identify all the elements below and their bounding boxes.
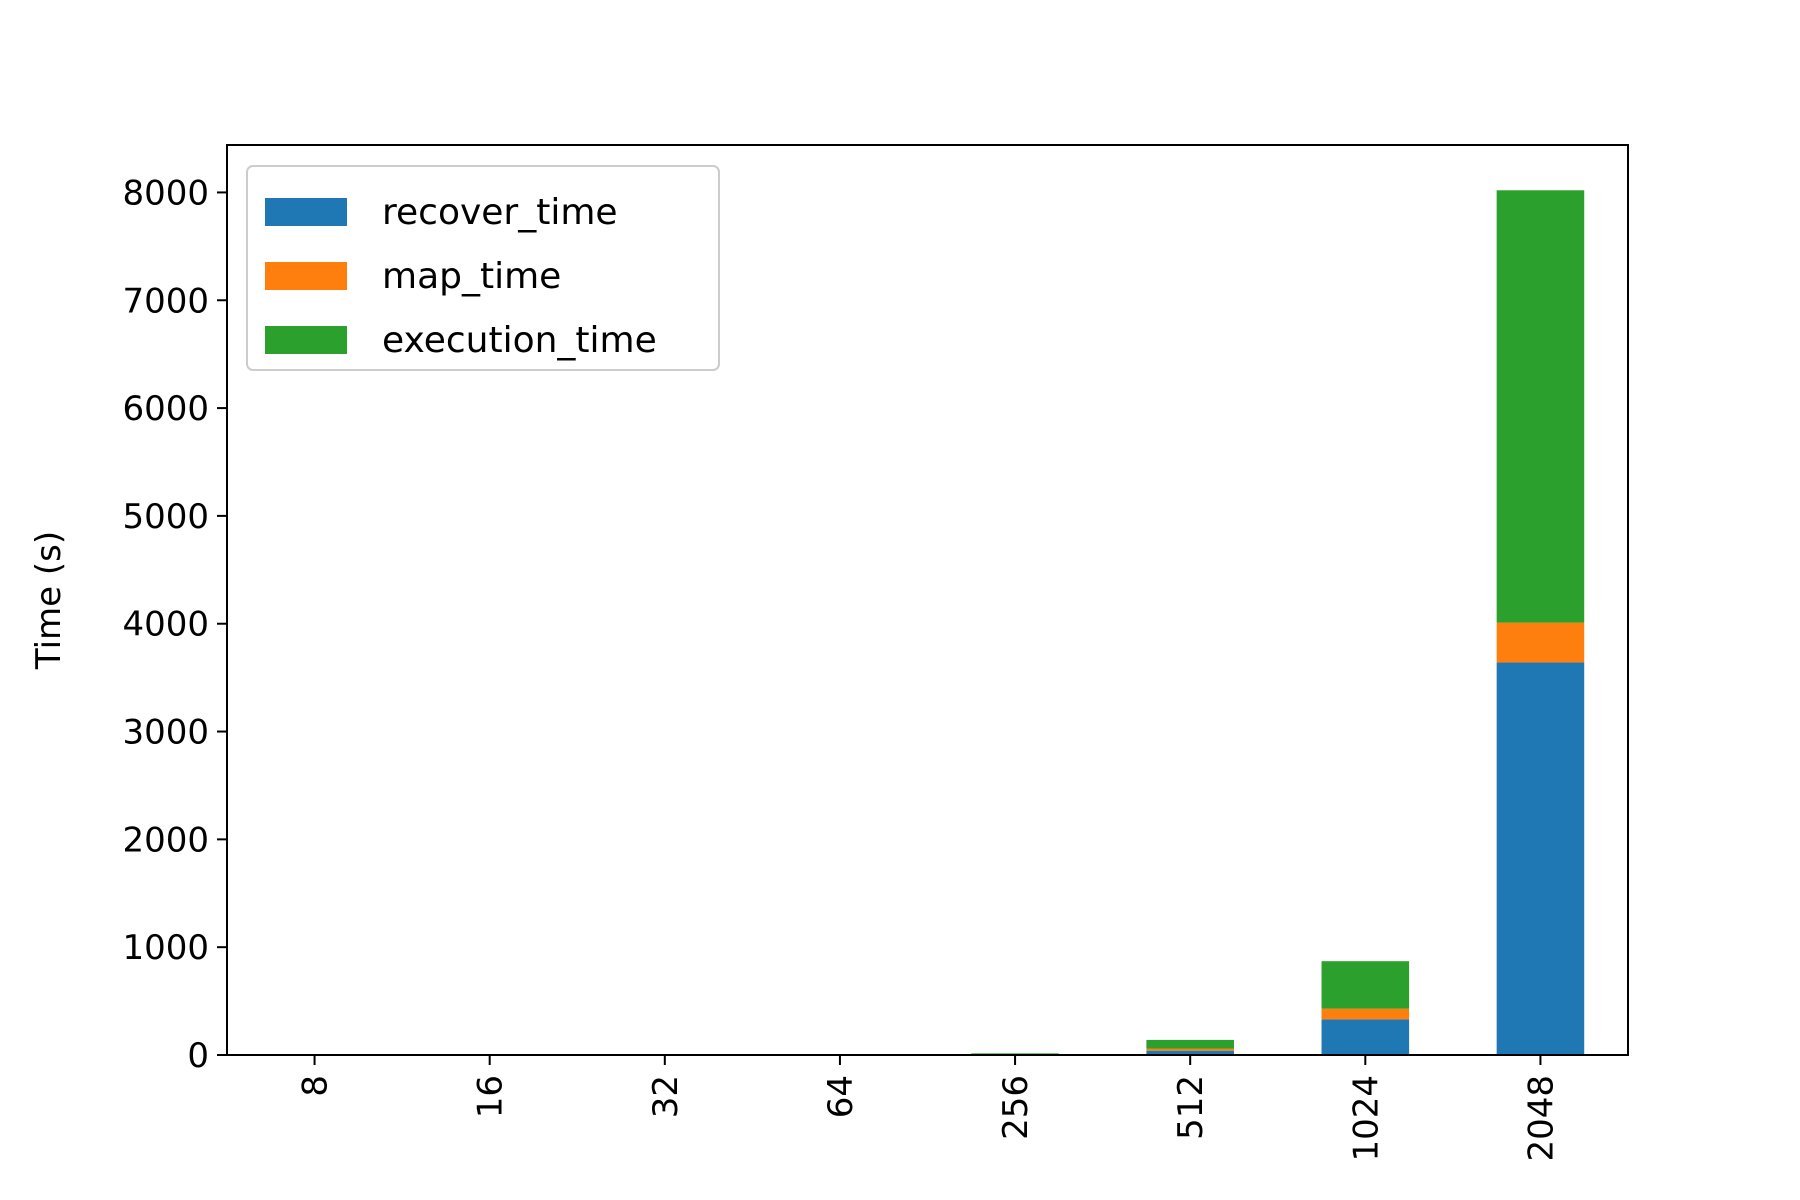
y-axis: 0 1000 2000 3000 4000 5000 6000 7000 8000: [122, 173, 227, 1076]
bar-execution-time-256: [971, 1053, 1059, 1055]
y-tick-label: 7000: [122, 281, 209, 321]
y-tick-label: 0: [187, 1036, 209, 1076]
x-axis: 8 16 32 64 256 512 1024 2048: [296, 1055, 1561, 1162]
x-tick-label: 256: [996, 1075, 1036, 1140]
y-tick-label: 2000: [122, 820, 209, 860]
bar-recover-time-2048: [1496, 662, 1585, 1055]
y-tick-label: 4000: [122, 605, 209, 645]
legend-swatch-execution-time: [265, 326, 347, 354]
x-tick-label: 16: [471, 1075, 511, 1118]
x-tick-label: 2048: [1521, 1075, 1561, 1162]
x-tick-label: 64: [821, 1075, 861, 1118]
y-tick-label: 8000: [122, 173, 209, 213]
bar-execution-time-512: [1146, 1039, 1234, 1049]
y-axis-label: Time (s): [29, 531, 69, 670]
legend: recover_time map_time execution_time: [246, 165, 720, 371]
bar-map-time-2048: [1496, 622, 1585, 663]
y-tick-label: 3000: [122, 713, 209, 753]
y-tick-label: 5000: [122, 497, 209, 537]
bar-map-time-1024: [1321, 1008, 1410, 1020]
bar-execution-time-1024: [1321, 961, 1410, 1009]
legend-label-map-time: map_time: [382, 256, 561, 297]
x-tick-label: 1024: [1346, 1075, 1386, 1162]
bars-layer: [971, 190, 1585, 1055]
legend-box: [246, 165, 720, 371]
x-tick-label: 512: [1171, 1075, 1211, 1140]
y-tick-label: 6000: [122, 389, 209, 429]
plot-frame: [226, 144, 1629, 1056]
bar-recover-time-1024: [1321, 1019, 1410, 1055]
bar-map-time-512: [1146, 1048, 1234, 1051]
legend-swatch-map-time: [265, 262, 347, 290]
legend-swatch-recover-time: [265, 198, 347, 226]
x-tick-label: 32: [646, 1075, 686, 1118]
y-tick-label: 1000: [122, 928, 209, 968]
bar-recover-time-512: [1146, 1050, 1234, 1055]
x-tick-label: 8: [296, 1075, 336, 1097]
legend-label-execution-time: execution_time: [382, 320, 657, 361]
bar-execution-time-2048: [1496, 190, 1585, 623]
legend-label-recover-time: recover_time: [382, 192, 618, 233]
